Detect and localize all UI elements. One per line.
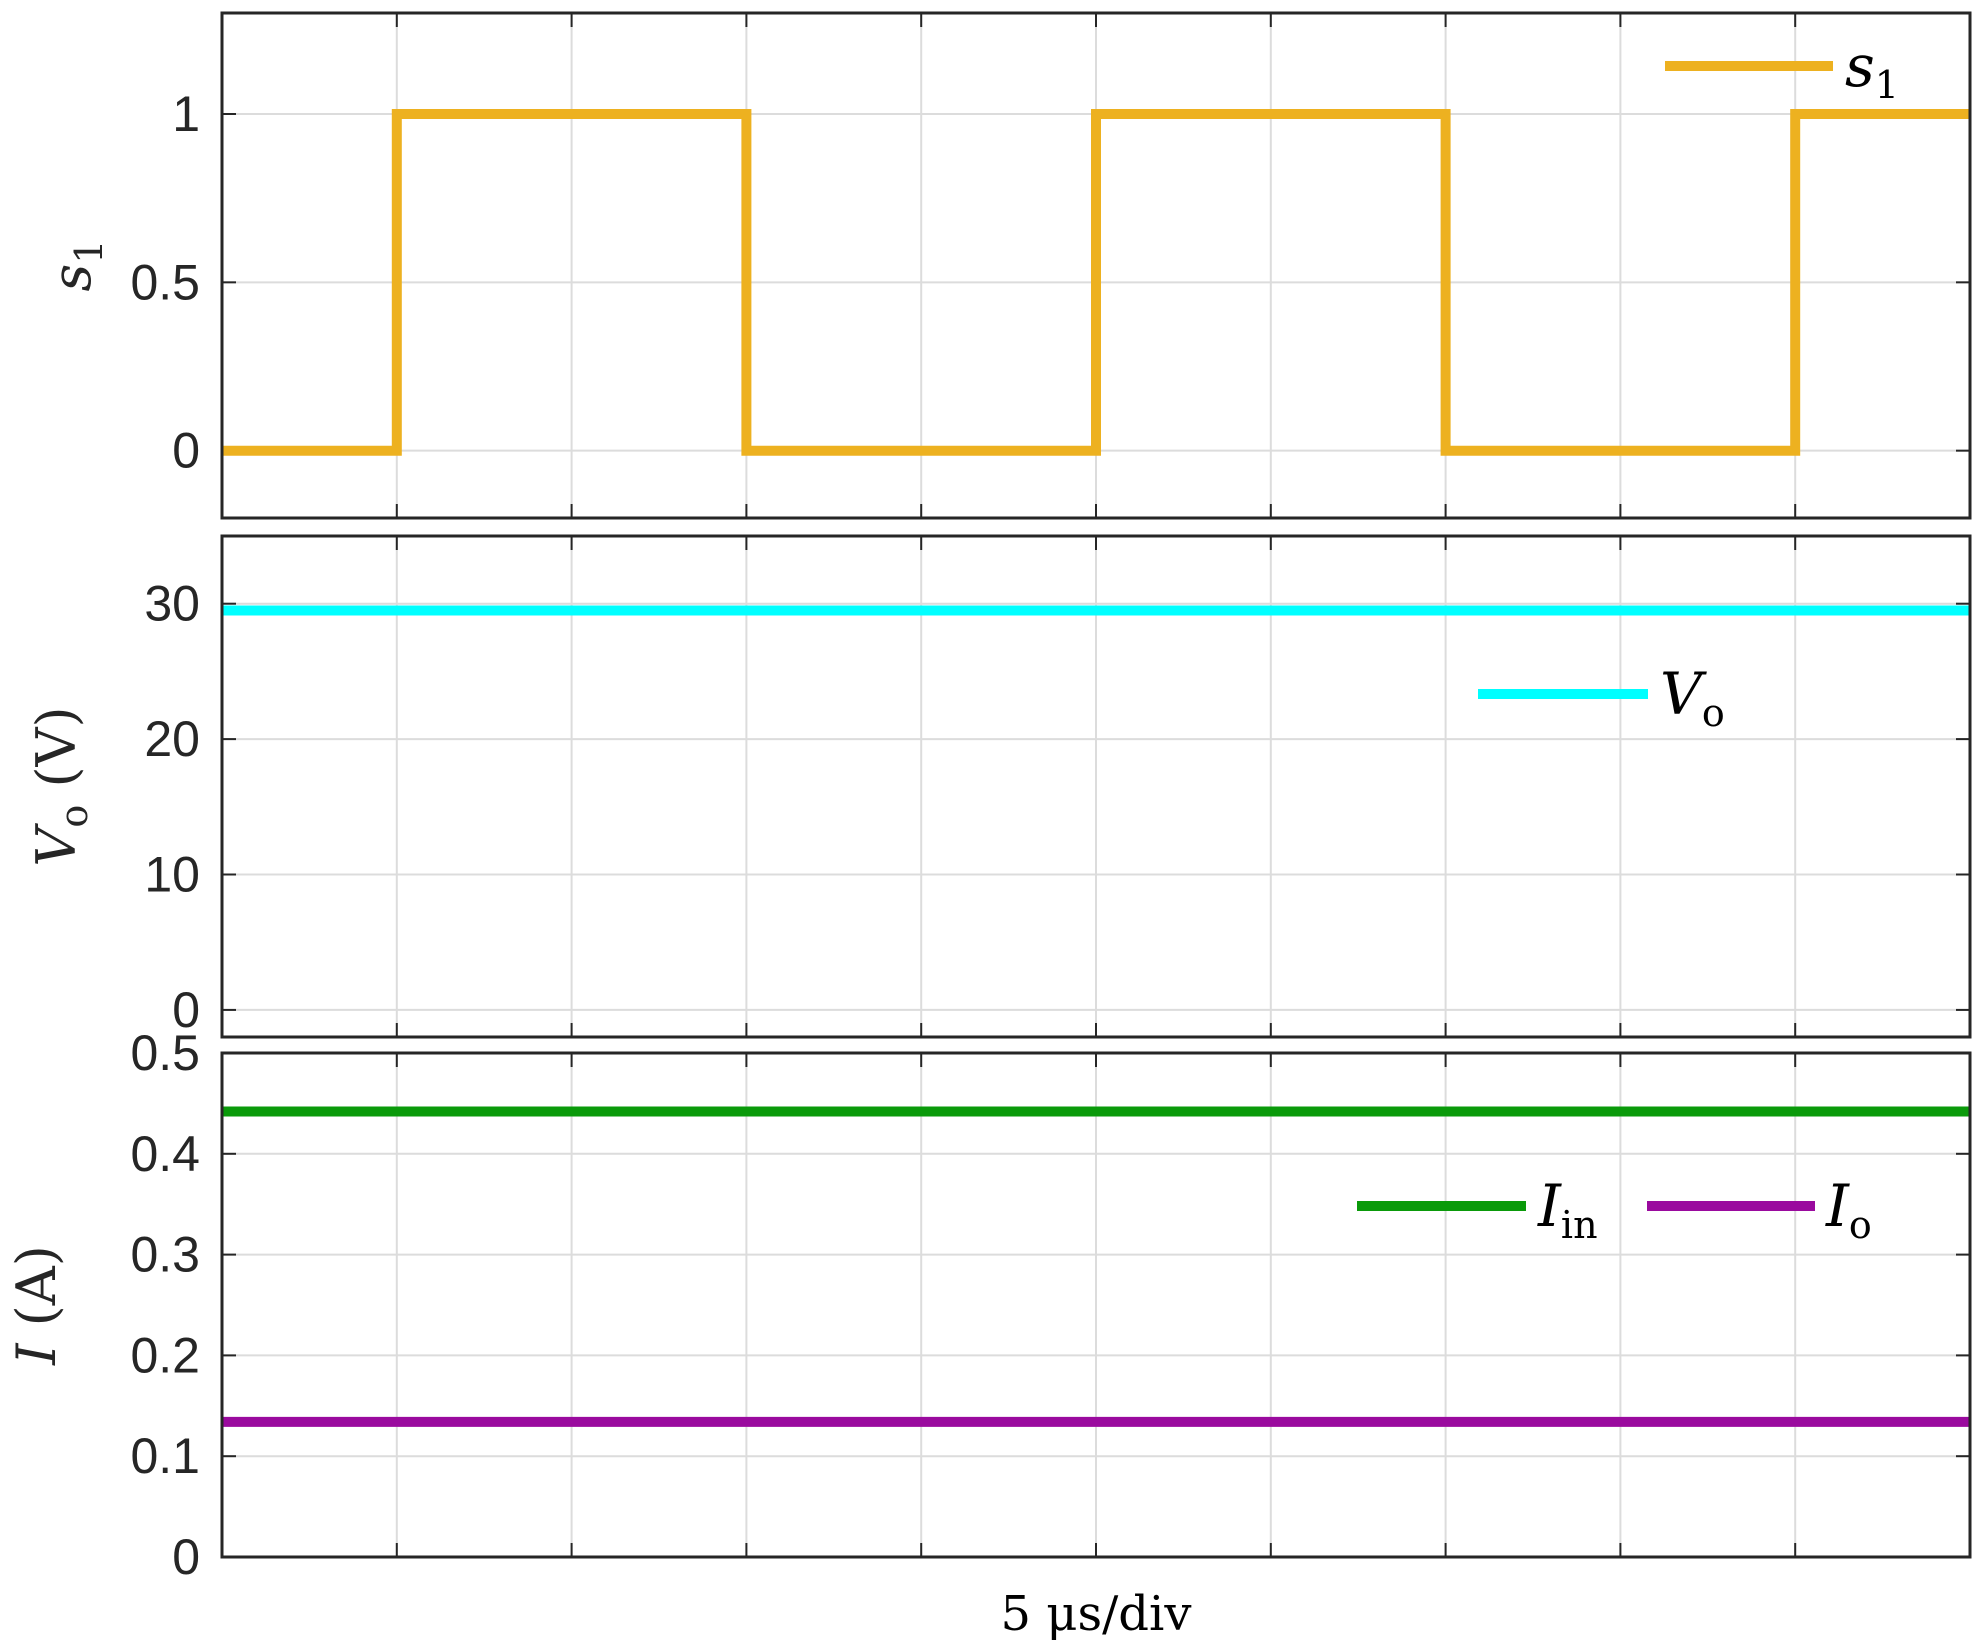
y-tick-label: 20 [144, 711, 200, 767]
legend-label: Vo [1660, 660, 1725, 735]
y-tick-label: 0.2 [130, 1327, 200, 1383]
y-tick-label: 0.3 [130, 1227, 200, 1283]
y-tick-label: 0 [172, 982, 200, 1038]
y-tick-label: 0.4 [130, 1126, 200, 1182]
y-axis-label: s1 [40, 240, 111, 292]
series-line-s1 [222, 109, 1970, 456]
y-axis-label: I (A) [5, 1245, 68, 1366]
y-tick-label: 10 [144, 847, 200, 903]
y-tick-label: 30 [144, 576, 200, 632]
panel-1: 0 0.5 1 s1 s1 [40, 11, 1972, 520]
axes-box [220, 1051, 1972, 1559]
y-tick-label: 0 [172, 423, 200, 479]
y-axis-label: Vo (V) [25, 706, 96, 866]
legend-label: Iin [1537, 1172, 1598, 1247]
legend-label: Io [1825, 1172, 1872, 1247]
panel-3: 0 0.1 0.2 0.3 0.4 0.5 I (A) Iin Io 5 μs/div [5, 1025, 1972, 1642]
x-axis-label: 5 μs/div [1001, 1586, 1192, 1642]
y-tick-label: 0.1 [130, 1428, 200, 1484]
axes-box [220, 11, 1972, 520]
y-tick-label: 0.5 [130, 254, 200, 310]
y-tick-label: 0 [172, 1529, 200, 1585]
y-tick-label: 0.5 [130, 1025, 200, 1081]
panel-2: 0 10 20 30 Vo (V) Vo [25, 534, 1972, 1039]
y-tick-label: 1 [172, 86, 200, 142]
axes-box [220, 534, 1972, 1039]
legend-label: s1 [1845, 32, 1899, 107]
